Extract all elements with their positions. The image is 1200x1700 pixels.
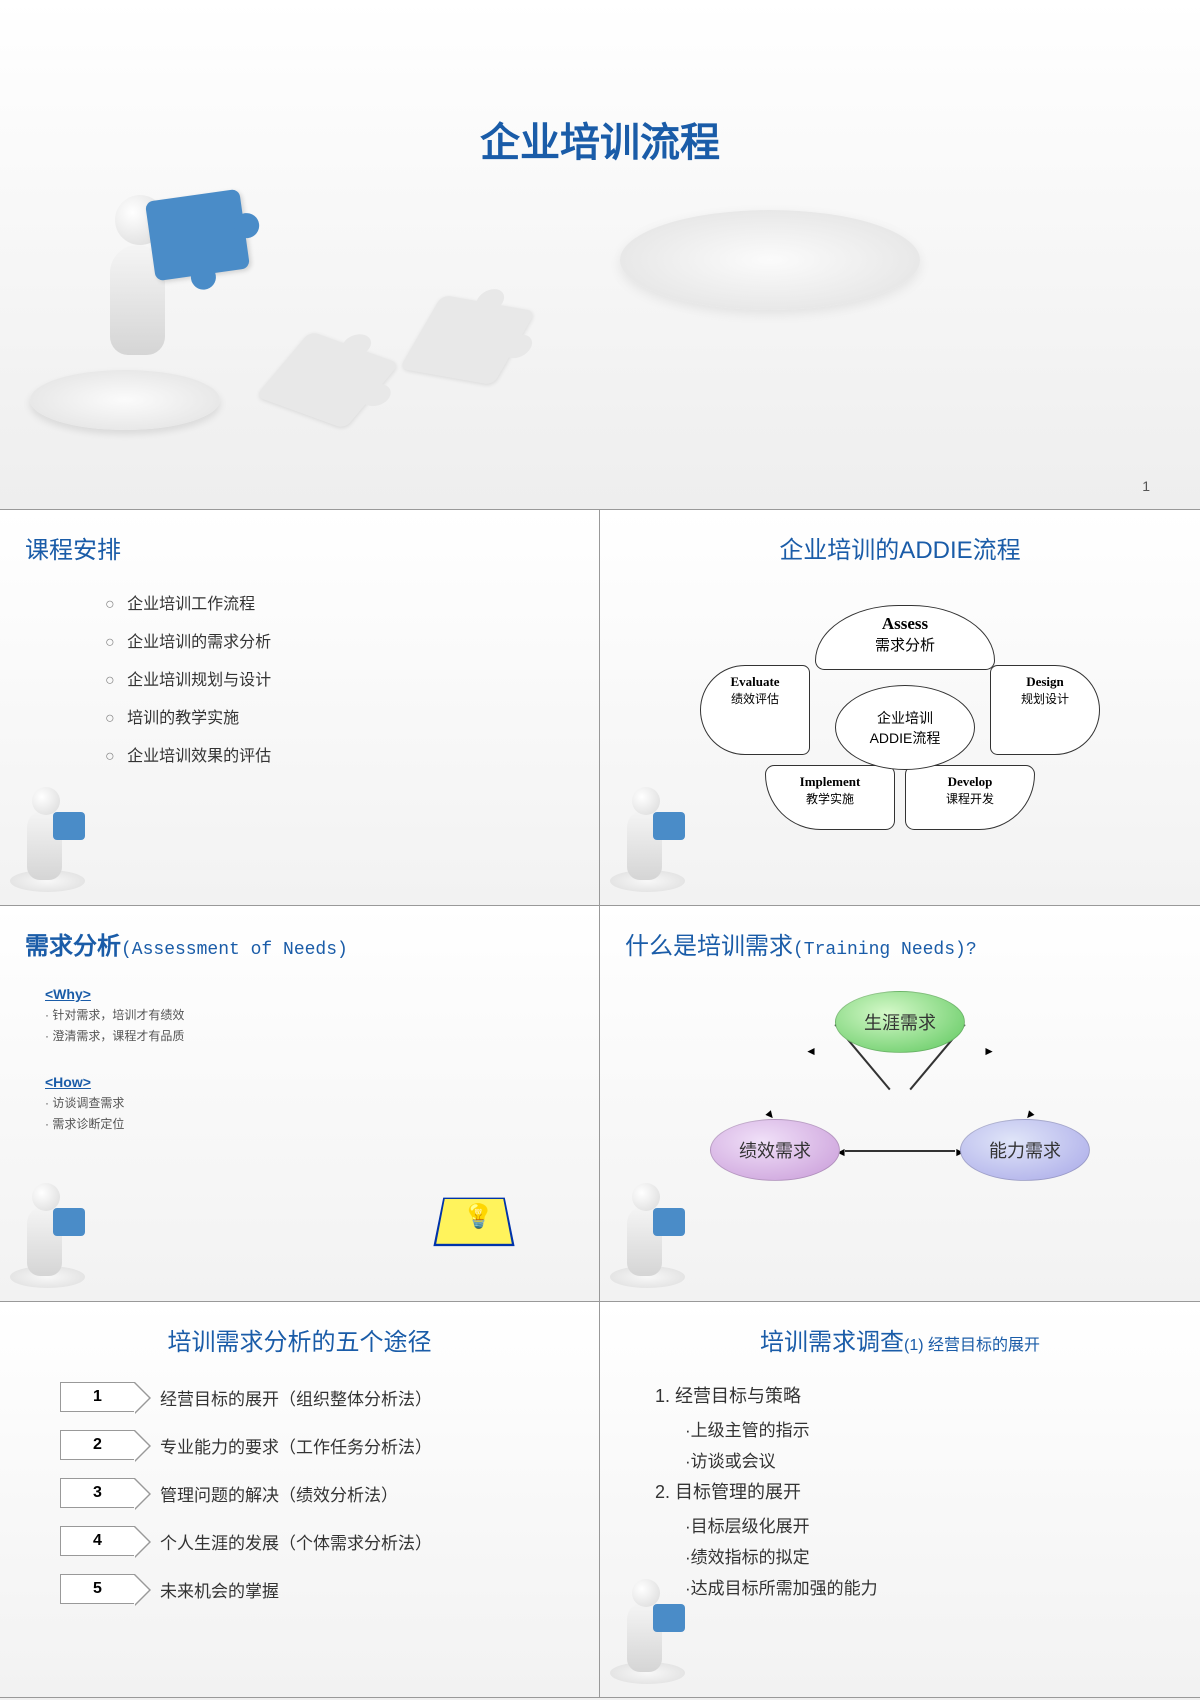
- list-item-sub: ·上级主管的指示: [685, 1416, 1175, 1441]
- list-item-sub: ·目标层级化展开: [685, 1512, 1175, 1537]
- slide-5: 什么是培训需求(Training Needs)? ◄ ► ► ◄ ◄ ► 生涯需…: [600, 906, 1200, 1301]
- addie-wheel-diagram: Assess 需求分析 Design 规划设计 Develop 课程开发 Imp…: [690, 590, 1110, 850]
- way-row: 1 经营目标的展开（组织整体分析法）: [60, 1382, 574, 1412]
- way-row: 4 个人生涯的发展（个体需求分析法）: [60, 1526, 574, 1556]
- how-line: · 需求诊断定位: [45, 1115, 574, 1132]
- way-number-arrow: 3: [60, 1478, 135, 1508]
- puzzle-piece-grey-2: [399, 295, 535, 385]
- addie-center: 企业培训 ADDIE流程: [835, 685, 975, 770]
- mini-figure-icon: [605, 1577, 695, 1687]
- slide-2: 课程安排 企业培训工作流程 企业培训的需求分析 企业培训规划与设计 培训的教学实…: [0, 510, 600, 905]
- row-1: 课程安排 企业培训工作流程 企业培训的需求分析 企业培训规划与设计 培训的教学实…: [0, 510, 1200, 906]
- way-text: 专业能力的要求（工作任务分析法）: [160, 1433, 432, 1458]
- slide-6-title: 培训需求分析的五个途径: [25, 1322, 574, 1357]
- triangle-edge: [845, 1150, 955, 1152]
- why-line: · 针对需求，培训才有绩效: [45, 1006, 574, 1023]
- why-how-block: <Why> · 针对需求，培训才有绩效 · 澄清需求，课程才有品质 <How> …: [45, 986, 574, 1132]
- way-text: 个人生涯的发展（个体需求分析法）: [160, 1529, 432, 1554]
- addie-slice-evaluate: Evaluate 绩效评估: [700, 665, 810, 755]
- node-performance: 绩效需求: [710, 1119, 840, 1181]
- list-item-sub: ·访谈或会议: [685, 1447, 1175, 1472]
- mini-figure-icon: [5, 1181, 95, 1291]
- way-row: 5 未来机会的掌握: [60, 1574, 574, 1604]
- survey-list: 1. 经营目标与策略 ·上级主管的指示 ·访谈或会议 2. 目标管理的展开 ·目…: [655, 1382, 1175, 1599]
- bullet-item: 企业培训工作流程: [105, 590, 574, 614]
- way-text: 未来机会的掌握: [160, 1577, 279, 1602]
- node-career: 生涯需求: [835, 991, 965, 1053]
- bullet-item: 企业培训效果的评估: [105, 742, 574, 766]
- way-text: 管理问题的解决（绩效分析法）: [160, 1481, 398, 1506]
- list-item-sub: ·达成目标所需加强的能力: [685, 1574, 1175, 1599]
- way-number-arrow: 2: [60, 1430, 135, 1460]
- needs-triangle-diagram: ◄ ► ► ◄ ◄ ► 生涯需求 绩效需求 能力需求: [700, 986, 1100, 1216]
- slide-3-title: 企业培训的ADDIE流程: [625, 530, 1175, 565]
- slide-7-title: 培训需求调查(1) 经营目标的展开: [625, 1322, 1175, 1357]
- addie-slice-develop: Develop 课程开发: [905, 765, 1035, 830]
- way-number-arrow: 4: [60, 1526, 135, 1556]
- how-label: <How>: [45, 1074, 574, 1090]
- page-number: 1: [1142, 478, 1150, 494]
- mini-figure-icon: [5, 785, 95, 895]
- slide-1-title: 企业培训流程 1: [0, 0, 1200, 510]
- way-text: 经营目标的展开（组织整体分析法）: [160, 1385, 432, 1410]
- puzzle-piece-grey-1: [256, 331, 400, 429]
- row-2: 需求分析(Assessment of Needs) <Why> · 针对需求，培…: [0, 906, 1200, 1302]
- slide-2-title: 课程安排: [25, 530, 574, 565]
- why-line: · 澄清需求，课程才有品质: [45, 1027, 574, 1044]
- slide-6: 培训需求分析的五个途径 1 经营目标的展开（组织整体分析法） 2 专业能力的要求…: [0, 1302, 600, 1697]
- mini-figure-icon: [605, 785, 695, 895]
- how-line: · 访谈调查需求: [45, 1094, 574, 1111]
- why-label: <Why>: [45, 986, 574, 1002]
- slide-4-title: 需求分析(Assessment of Needs): [25, 926, 574, 961]
- five-ways-list: 1 经营目标的展开（组织整体分析法） 2 专业能力的要求（工作任务分析法） 3 …: [60, 1382, 574, 1604]
- way-row: 2 专业能力的要求（工作任务分析法）: [60, 1430, 574, 1460]
- addie-slice-design: Design 规划设计: [990, 665, 1100, 755]
- platform-large: [620, 210, 920, 310]
- course-bullet-list: 企业培训工作流程 企业培训的需求分析 企业培训规划与设计 培训的教学实施 企业培…: [105, 590, 574, 766]
- lightbulb-icon: [433, 1198, 514, 1247]
- mini-figure-icon: [605, 1181, 695, 1291]
- way-number-arrow: 1: [60, 1382, 135, 1412]
- main-title: 企业培训流程: [480, 110, 720, 168]
- slide-3: 企业培训的ADDIE流程 Assess 需求分析 Design 规划设计 Dev…: [600, 510, 1200, 905]
- bullet-item: 培训的教学实施: [105, 704, 574, 728]
- slide-5-title: 什么是培训需求(Training Needs)?: [625, 926, 1175, 961]
- addie-slice-assess: Assess 需求分析: [815, 605, 995, 670]
- row-3: 培训需求分析的五个途径 1 经营目标的展开（组织整体分析法） 2 专业能力的要求…: [0, 1302, 1200, 1698]
- addie-slice-implement: Implement 教学实施: [765, 765, 895, 830]
- bullet-item: 企业培训的需求分析: [105, 628, 574, 652]
- slide-4: 需求分析(Assessment of Needs) <Why> · 针对需求，培…: [0, 906, 600, 1301]
- puzzle-piece-blue: [145, 189, 250, 281]
- slide-7: 培训需求调查(1) 经营目标的展开 1. 经营目标与策略 ·上级主管的指示 ·访…: [600, 1302, 1200, 1697]
- node-ability: 能力需求: [960, 1119, 1090, 1181]
- list-item-num: 1. 经营目标与策略: [655, 1382, 1175, 1408]
- list-item-num: 2. 目标管理的展开: [655, 1478, 1175, 1504]
- way-number-arrow: 5: [60, 1574, 135, 1604]
- way-row: 3 管理问题的解决（绩效分析法）: [60, 1478, 574, 1508]
- bullet-item: 企业培训规划与设计: [105, 666, 574, 690]
- list-item-sub: ·绩效指标的拟定: [685, 1543, 1175, 1568]
